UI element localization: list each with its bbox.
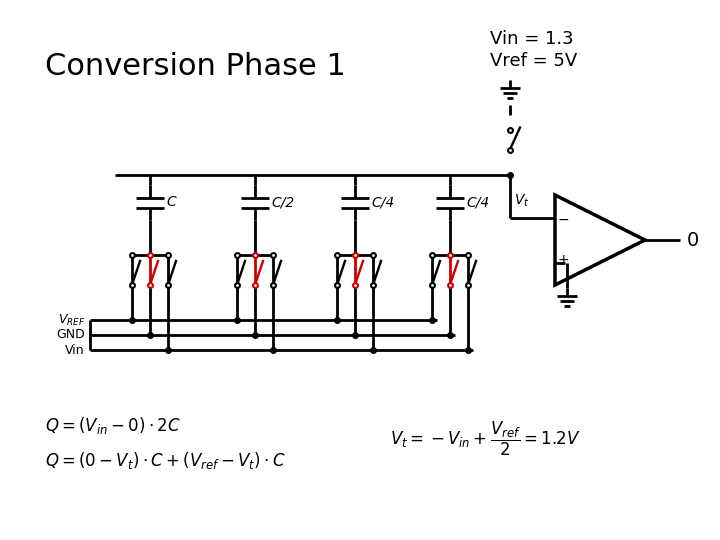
Text: GND: GND xyxy=(56,328,85,341)
Text: 0: 0 xyxy=(687,231,699,249)
Text: $V_t$: $V_t$ xyxy=(514,193,530,210)
Text: −: − xyxy=(557,213,569,226)
Text: C/4: C/4 xyxy=(371,195,395,210)
Text: Vref = 5V: Vref = 5V xyxy=(490,52,577,70)
Text: Conversion Phase 1: Conversion Phase 1 xyxy=(45,52,346,81)
Text: $V_t=-V_{in}+\dfrac{V_{ref}}{2}=1.2V$: $V_t=-V_{in}+\dfrac{V_{ref}}{2}=1.2V$ xyxy=(390,420,580,458)
Text: Vin: Vin xyxy=(66,343,85,356)
Text: C: C xyxy=(166,195,176,210)
Text: $Q=(0-V_t)\cdot C+(V_{ref}-V_t)\cdot C$: $Q=(0-V_t)\cdot C+(V_{ref}-V_t)\cdot C$ xyxy=(45,450,286,471)
Text: C/2: C/2 xyxy=(271,195,294,210)
Text: C/4: C/4 xyxy=(466,195,490,210)
Text: $Q=(V_{in}-0)\cdot 2C$: $Q=(V_{in}-0)\cdot 2C$ xyxy=(45,415,181,436)
Text: Vin = 1.3: Vin = 1.3 xyxy=(490,30,574,48)
Text: $V_{REF}$: $V_{REF}$ xyxy=(58,313,85,328)
Text: +: + xyxy=(557,253,569,267)
